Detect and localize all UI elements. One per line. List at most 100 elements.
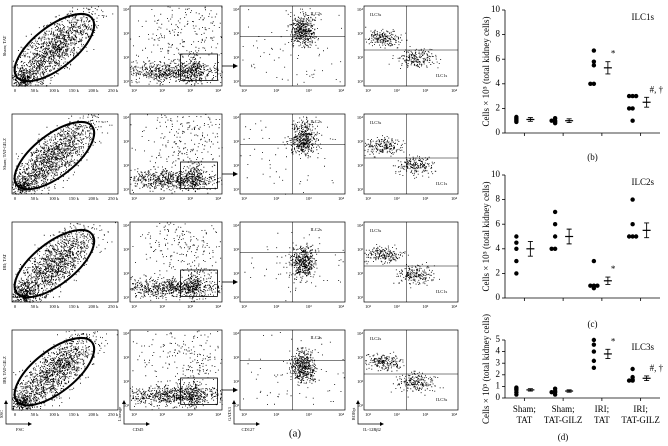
y-axis-label: Cells × 10⁵ (total kidney cells)	[481, 314, 491, 424]
data-point	[514, 240, 519, 245]
x-tick-label: 10¹	[365, 88, 372, 93]
y-tick-label: 10²	[233, 379, 240, 384]
x-tick-label: 250 k	[108, 304, 119, 309]
flow-dots	[130, 330, 223, 411]
y-tick-label: 8	[496, 194, 501, 204]
axis-label: Lineage	[117, 407, 122, 422]
x-tick-label: 150 k	[69, 304, 80, 309]
flow-plot-frame	[11, 221, 119, 303]
data-point	[514, 258, 519, 264]
x-tick-label: 100 k	[49, 304, 60, 309]
gate-label: ILC1s	[436, 73, 447, 78]
y-axis-label: Cells × 10⁵ (total kidney cells)	[481, 182, 491, 292]
x-tick-label: 10²	[394, 196, 401, 201]
data-point	[552, 119, 558, 125]
x-tick-label: 0	[14, 88, 17, 93]
y-tick-label: 10³	[233, 139, 240, 144]
axis-label: CD45	[133, 427, 145, 432]
x-tick-label-line: IRI;	[595, 404, 610, 414]
y-tick-label: 10²	[233, 55, 240, 60]
data-point	[591, 81, 597, 87]
y-tick-label: 6	[496, 218, 501, 228]
data-point	[552, 209, 558, 215]
x-tick-label: 10³	[306, 88, 313, 93]
arrow-head	[233, 387, 238, 393]
error-bar	[605, 61, 611, 75]
y-tick-label: 10	[491, 4, 501, 14]
error-bar	[527, 240, 533, 257]
y-tick-label: 10¹	[123, 79, 130, 84]
data-point	[549, 246, 554, 251]
gate-label: ILC2s	[311, 227, 322, 232]
y-tick-label: 10²	[123, 379, 130, 384]
x-tick-label: 10⁴	[338, 88, 345, 93]
y-tick-label: 10³	[357, 31, 364, 36]
y-tick-label: 10⁴	[123, 115, 130, 120]
x-tick-label: 50 k	[31, 88, 40, 93]
x-tick-label: 10³	[187, 304, 194, 309]
row-label: IRI; TAT	[2, 254, 7, 270]
x-tick-label: 250 k	[108, 88, 119, 93]
x-tick-label: 10⁴	[451, 196, 458, 201]
gate-label: ILC3s	[370, 120, 381, 125]
y-tick-label: 2	[496, 102, 501, 112]
y-tick-label: 5	[496, 334, 501, 344]
y-tick-label: 10²	[357, 163, 364, 168]
y-tick-label: 10⁴	[233, 223, 240, 228]
x-tick-label-line: Sham;	[552, 404, 575, 414]
data-point	[626, 378, 632, 383]
x-tick-label-line: Sham;	[513, 404, 536, 414]
x-tick-label: 10²	[159, 412, 166, 417]
error-bar	[644, 375, 650, 382]
flow-dots	[240, 116, 336, 195]
data-point	[595, 283, 600, 288]
x-tick-label: 100 k	[49, 88, 60, 93]
y-tick-label: 10³	[123, 139, 130, 144]
data-point	[626, 234, 632, 239]
data-point	[591, 258, 597, 264]
y-tick-label: 10¹	[357, 295, 364, 300]
panel-label: (a)	[289, 428, 302, 440]
flow-plot-frame	[129, 5, 223, 87]
x-tick-label: 10³	[422, 196, 429, 201]
error-bar	[605, 276, 611, 285]
data-point	[549, 118, 554, 123]
y-tick-label: 10²	[357, 55, 364, 60]
data-point	[552, 246, 558, 251]
y-tick-label: 10¹	[123, 295, 130, 300]
panel-label: (d)	[558, 432, 569, 442]
data-point	[630, 234, 635, 239]
x-tick-label: 10¹	[365, 412, 372, 417]
x-tick-label: 10¹	[241, 412, 248, 417]
x-tick-label: 10²	[273, 196, 280, 201]
data-point	[630, 366, 635, 372]
data-point	[591, 63, 597, 68]
y-tick-label: 10¹	[123, 403, 130, 408]
y-tick-label: 1	[496, 380, 501, 390]
chart-title: ILC3s	[632, 342, 655, 352]
y-tick-label: 10³	[357, 355, 364, 360]
y-tick-label: 10⁴	[123, 223, 130, 228]
x-tick-label: 10¹	[241, 88, 248, 93]
y-tick-label: 10¹	[357, 79, 364, 84]
x-tick-label: 10¹	[241, 196, 248, 201]
x-tick-label: 200 k	[88, 412, 99, 417]
x-tick-label: 50 k	[31, 196, 40, 201]
x-tick-label: 10⁴	[451, 304, 458, 309]
data-point	[591, 358, 597, 364]
x-tick-label: 0	[14, 196, 17, 201]
gate-label: ILC3s	[370, 228, 381, 233]
y-tick-label: 10³	[123, 31, 130, 36]
x-tick-label: 10³	[306, 304, 313, 309]
data-point	[630, 222, 635, 227]
data-point	[591, 285, 597, 291]
data-point	[514, 234, 519, 239]
x-tick-label: 200 k	[88, 304, 99, 309]
x-tick-label: 0	[14, 412, 17, 417]
data-point	[514, 116, 519, 121]
x-tick-label: 10⁴	[215, 88, 222, 93]
x-tick-label: 10¹	[131, 88, 138, 93]
x-tick-label: 10⁴	[338, 196, 345, 201]
axis-label: CD127	[241, 427, 255, 432]
